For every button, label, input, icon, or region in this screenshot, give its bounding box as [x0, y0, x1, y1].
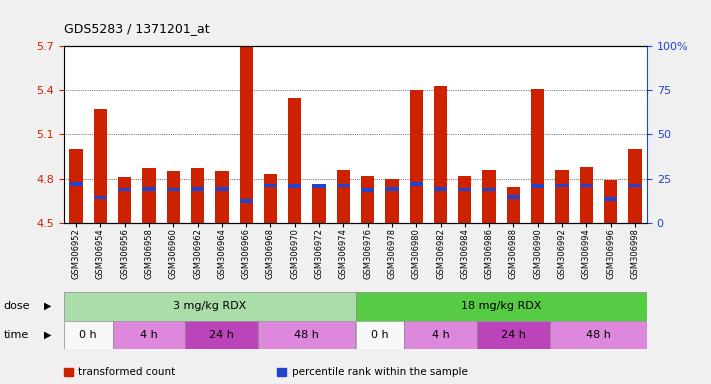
Bar [215, 187, 228, 191]
Bar [312, 184, 326, 188]
Bar [434, 187, 447, 191]
Bar [531, 89, 545, 223]
Text: GDS5283 / 1371201_at: GDS5283 / 1371201_at [64, 22, 210, 35]
Bar [410, 90, 423, 223]
Bar [385, 179, 399, 223]
Bar [240, 46, 253, 223]
Text: 3 mg/kg RDX: 3 mg/kg RDX [173, 301, 247, 311]
Text: 0 h: 0 h [371, 330, 389, 340]
Bar [191, 187, 204, 191]
Bar [550, 321, 647, 349]
Text: transformed count: transformed count [78, 367, 176, 377]
Bar [458, 175, 471, 223]
Bar [361, 175, 374, 223]
Bar [64, 321, 112, 349]
Bar [112, 321, 186, 349]
Bar [118, 188, 132, 191]
Bar [142, 187, 156, 191]
Bar [404, 321, 477, 349]
Bar [118, 177, 132, 223]
Text: time: time [4, 330, 29, 340]
Text: 0 h: 0 h [80, 330, 97, 340]
Bar [240, 199, 253, 203]
Bar [434, 86, 447, 223]
Bar [483, 188, 496, 191]
Bar [94, 109, 107, 223]
Bar [142, 168, 156, 223]
Text: ▶: ▶ [44, 330, 52, 340]
Bar [410, 182, 423, 185]
Text: 4 h: 4 h [140, 330, 158, 340]
Bar [166, 188, 180, 191]
Text: dose: dose [4, 301, 30, 311]
Bar [483, 170, 496, 223]
Text: 24 h: 24 h [210, 330, 235, 340]
Bar [288, 98, 301, 223]
Text: 4 h: 4 h [432, 330, 449, 340]
Bar [361, 188, 374, 192]
Bar [70, 182, 82, 185]
Bar [215, 171, 228, 223]
Text: 24 h: 24 h [501, 330, 526, 340]
Bar [629, 149, 641, 223]
Text: 48 h: 48 h [294, 330, 319, 340]
Bar [312, 186, 326, 223]
Text: ▶: ▶ [44, 301, 52, 311]
Bar [70, 149, 82, 223]
Bar [264, 184, 277, 187]
Bar [555, 170, 569, 223]
Bar [288, 184, 301, 188]
Bar [64, 292, 356, 321]
Bar [356, 321, 404, 349]
Bar [604, 180, 617, 223]
Text: 18 mg/kg RDX: 18 mg/kg RDX [461, 301, 542, 311]
Bar [629, 184, 641, 187]
Bar [507, 187, 520, 223]
Bar [337, 184, 350, 187]
Bar [166, 171, 180, 223]
Bar [507, 195, 520, 199]
Bar [477, 321, 550, 349]
Bar [264, 174, 277, 223]
Bar [555, 184, 569, 187]
Text: 48 h: 48 h [586, 330, 611, 340]
Bar [258, 321, 356, 349]
Text: percentile rank within the sample: percentile rank within the sample [292, 367, 467, 377]
Bar [94, 195, 107, 199]
Bar [579, 167, 593, 223]
Bar [579, 184, 593, 187]
Bar [458, 188, 471, 191]
Bar [191, 168, 204, 223]
Bar [356, 292, 647, 321]
Bar [337, 170, 350, 223]
Bar [604, 197, 617, 201]
Bar [385, 187, 399, 191]
Bar [531, 184, 545, 188]
Bar [186, 321, 258, 349]
